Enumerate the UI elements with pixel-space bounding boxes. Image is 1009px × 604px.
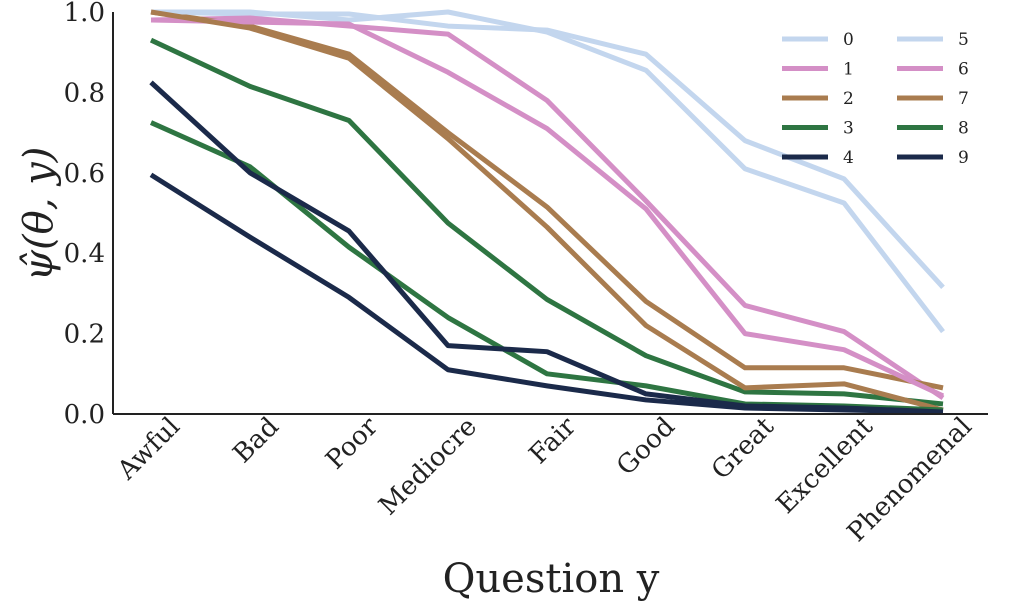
legend-label-1: 1: [843, 60, 854, 80]
x-tick-label: Excellent: [771, 411, 879, 519]
x-tick-label: Bad: [227, 412, 284, 469]
y-axis-title: ψ̂(θ, y): [16, 147, 62, 282]
x-axis-title: Question y: [443, 556, 660, 602]
x-tick-label: Good: [611, 412, 681, 482]
series-layer: [149, 9, 945, 415]
legend-label-0: 0: [843, 30, 854, 50]
series-line-9: [149, 80, 944, 415]
legend-label-2: 2: [843, 89, 854, 109]
y-tick-labels: 0.0 0.2 0.4 0.6 0.8 1.0: [64, 0, 105, 430]
series-line-6: [150, 17, 945, 399]
series-line-3: [149, 37, 944, 407]
x-tick-label: Awful: [111, 412, 186, 487]
legend-label-3: 3: [843, 119, 854, 139]
y-tick-label: 0.8: [64, 78, 105, 108]
axes-layer: [112, 12, 988, 415]
series-line-2: [150, 9, 944, 391]
legend-label-8: 8: [958, 119, 969, 139]
x-tick-label: Mediocre: [373, 412, 483, 522]
legend-label-5: 5: [958, 30, 969, 50]
y-tick-label: 0.0: [64, 400, 105, 430]
series-line-0: [150, 9, 945, 290]
x-tick-label: Fair: [524, 411, 583, 470]
y-tick-label: 0.6: [64, 159, 105, 189]
legend-label-6: 6: [958, 60, 969, 80]
y-tick-label: 1.0: [64, 0, 105, 28]
legend-label-4: 4: [843, 148, 854, 168]
y-tick-label: 0.4: [64, 239, 105, 269]
legend-label-9: 9: [958, 148, 969, 168]
legend-label-7: 7: [958, 89, 969, 109]
x-tick-label: Poor: [320, 411, 384, 475]
x-tick-label: Great: [706, 411, 780, 485]
series-line-7: [150, 9, 944, 413]
series-line-5: [151, 9, 945, 334]
y-tick-label: 0.2: [64, 320, 105, 350]
legend: 0 1 2 3 4 5 6 7 8 9: [782, 30, 969, 168]
